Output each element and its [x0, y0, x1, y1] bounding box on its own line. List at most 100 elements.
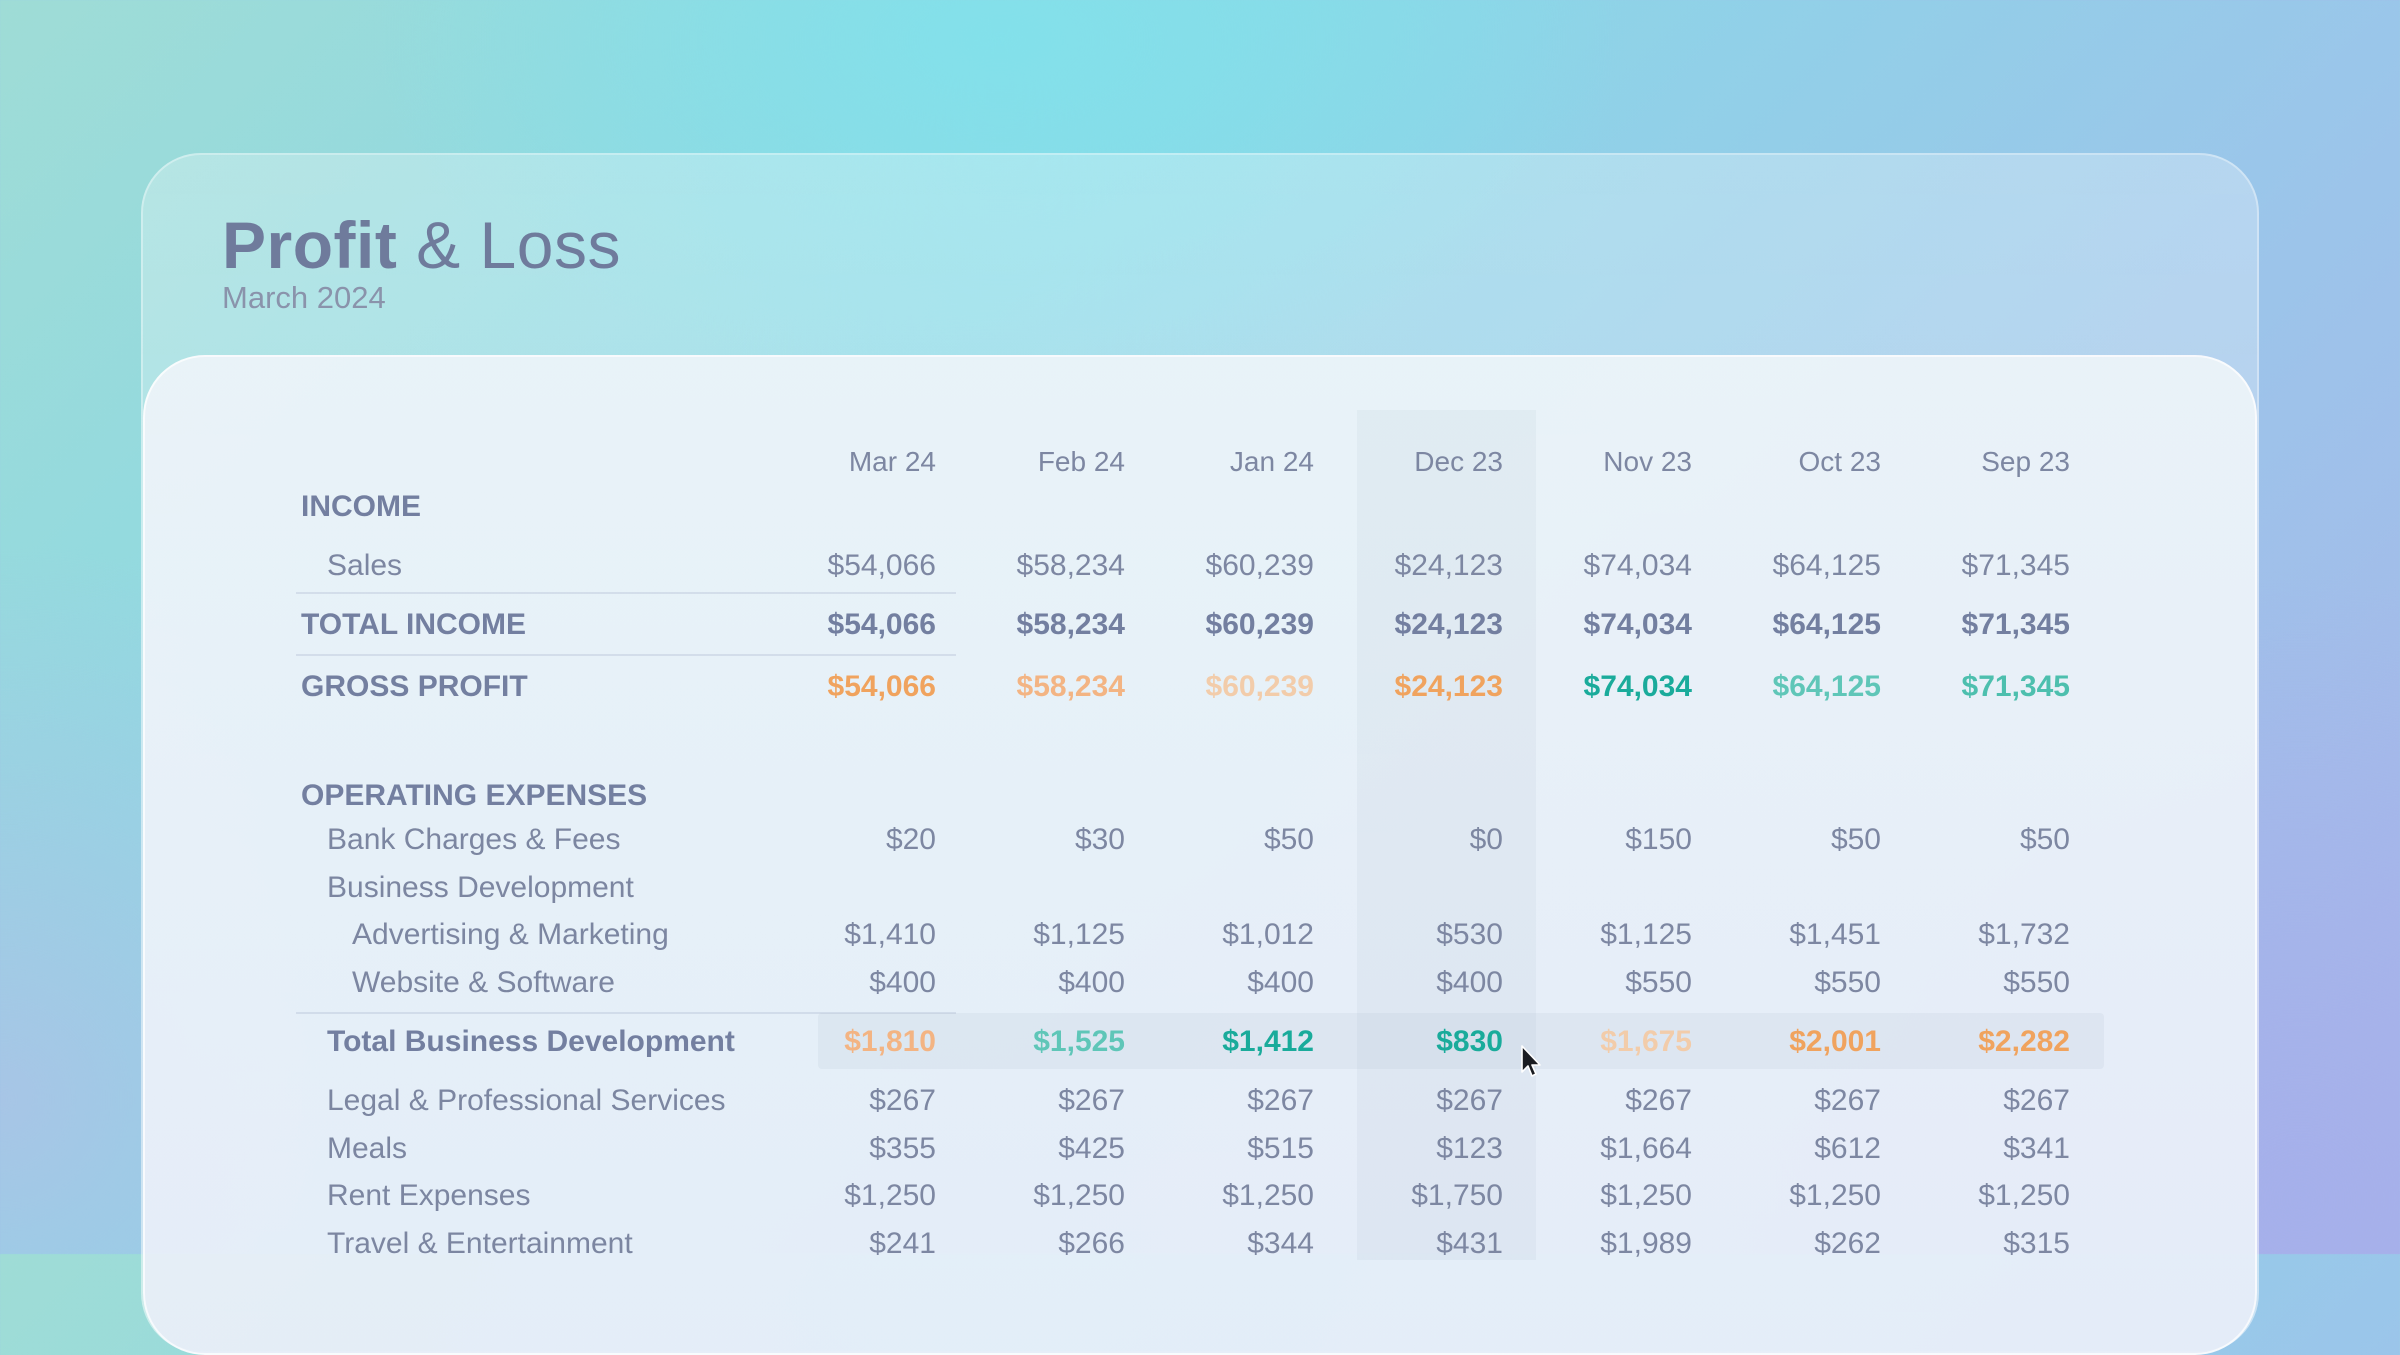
value-cell[interactable]: $830 — [1436, 1025, 1503, 1058]
month-header[interactable]: Oct 23 — [1798, 446, 1881, 477]
row-label-website: Website & Software — [352, 966, 615, 999]
value-cell[interactable]: $267 — [1247, 1084, 1314, 1117]
value-cell[interactable]: $24,123 — [1394, 608, 1503, 641]
month-header[interactable]: Sep 23 — [1981, 446, 2070, 477]
value-cell[interactable]: $1,250 — [1978, 1179, 2070, 1212]
value-cell[interactable]: $71,345 — [1961, 608, 2070, 641]
title-rest: & Loss — [416, 208, 621, 282]
value-cell[interactable]: $1,410 — [844, 918, 936, 951]
value-cell[interactable]: $64,125 — [1772, 670, 1881, 703]
value-cell[interactable]: $24,123 — [1394, 549, 1503, 582]
value-cell[interactable]: $71,345 — [1961, 670, 2070, 703]
value-cell[interactable]: $150 — [1625, 823, 1692, 856]
row-label-advertising: Advertising & Marketing — [352, 918, 669, 951]
value-cell[interactable]: $50 — [1830, 823, 1881, 856]
row-label-bank-charges: Bank Charges & Fees — [327, 823, 621, 856]
value-cell[interactable]: $1,451 — [1789, 918, 1881, 951]
value-cell[interactable]: $400 — [1247, 966, 1314, 999]
value-cell[interactable]: $74,034 — [1583, 608, 1692, 641]
value-cell[interactable]: $60,239 — [1205, 608, 1314, 641]
hovered-column-highlight — [1357, 410, 1536, 1260]
value-cell[interactable]: $550 — [1814, 966, 1881, 999]
value-cell[interactable]: $64,125 — [1772, 549, 1881, 582]
value-cell[interactable]: $267 — [2003, 1084, 2070, 1117]
value-cell[interactable]: $400 — [1058, 966, 1125, 999]
value-cell[interactable]: $74,034 — [1583, 670, 1692, 703]
value-cell[interactable]: $58,234 — [1016, 608, 1125, 641]
value-cell[interactable]: $2,282 — [1978, 1025, 2070, 1058]
value-cell[interactable]: $241 — [869, 1227, 936, 1260]
value-cell[interactable]: $1,250 — [1222, 1179, 1314, 1212]
value-cell[interactable]: $20 — [885, 823, 936, 856]
value-cell[interactable]: $550 — [2003, 966, 2070, 999]
value-cell[interactable]: $30 — [1074, 823, 1125, 856]
month-header[interactable]: Dec 23 — [1414, 446, 1503, 477]
value-cell[interactable]: $64,125 — [1772, 608, 1881, 641]
row-label-travel: Travel & Entertainment — [327, 1227, 633, 1260]
value-cell[interactable]: $266 — [1058, 1227, 1125, 1260]
value-cell[interactable]: $267 — [1625, 1084, 1692, 1117]
value-cell[interactable]: $1,012 — [1222, 918, 1314, 951]
income-heading: INCOME — [301, 490, 421, 523]
value-cell[interactable]: $341 — [2003, 1132, 2070, 1165]
value-cell[interactable]: $50 — [2019, 823, 2070, 856]
row-label-business-development: Business Development — [327, 871, 634, 904]
value-cell[interactable]: $1,732 — [1978, 918, 2070, 951]
value-cell[interactable]: $74,034 — [1583, 549, 1692, 582]
month-header[interactable]: Feb 24 — [1037, 446, 1125, 477]
value-cell[interactable]: $1,412 — [1222, 1025, 1314, 1058]
value-cell[interactable]: $355 — [869, 1132, 936, 1165]
mouse-pointer-icon — [1521, 1045, 1541, 1077]
hovered-row-highlight — [818, 1013, 2104, 1069]
value-cell[interactable]: $425 — [1058, 1132, 1125, 1165]
value-cell[interactable]: $71,345 — [1961, 549, 2070, 582]
value-cell[interactable]: $2,001 — [1789, 1025, 1881, 1058]
value-cell[interactable]: $267 — [1058, 1084, 1125, 1117]
value-cell[interactable]: $58,234 — [1016, 549, 1125, 582]
value-cell[interactable]: $267 — [1436, 1084, 1503, 1117]
divider — [296, 1012, 956, 1014]
value-cell[interactable]: $1,664 — [1600, 1132, 1692, 1165]
value-cell[interactable]: $1,750 — [1411, 1179, 1503, 1212]
month-header[interactable]: Nov 23 — [1603, 446, 1692, 477]
value-cell[interactable]: $515 — [1247, 1132, 1314, 1165]
value-cell[interactable]: $58,234 — [1016, 670, 1125, 703]
value-cell[interactable]: $1,989 — [1600, 1227, 1692, 1260]
value-cell[interactable]: $344 — [1247, 1227, 1314, 1260]
row-label-total-business-development: Total Business Development — [327, 1025, 735, 1058]
row-label-meals: Meals — [327, 1132, 408, 1165]
value-cell[interactable]: $550 — [1625, 966, 1692, 999]
value-cell[interactable]: $54,066 — [827, 670, 936, 703]
value-cell[interactable]: $1,250 — [1789, 1179, 1881, 1212]
month-header[interactable]: Jan 24 — [1229, 446, 1314, 477]
report-period: March 2024 — [222, 280, 386, 315]
value-cell[interactable]: $400 — [1436, 966, 1503, 999]
month-header[interactable]: Mar 24 — [848, 446, 936, 477]
value-cell[interactable]: $24,123 — [1394, 670, 1503, 703]
value-cell[interactable]: $123 — [1436, 1132, 1503, 1165]
value-cell[interactable]: $530 — [1436, 918, 1503, 951]
value-cell[interactable]: $50 — [1263, 823, 1314, 856]
value-cell[interactable]: $1,250 — [844, 1179, 936, 1212]
value-cell[interactable]: $431 — [1436, 1227, 1503, 1260]
value-cell[interactable]: $54,066 — [827, 549, 936, 582]
value-cell[interactable]: $0 — [1469, 823, 1503, 856]
value-cell[interactable]: $400 — [869, 966, 936, 999]
value-cell[interactable]: $1,525 — [1033, 1025, 1125, 1058]
value-cell[interactable]: $1,125 — [1600, 918, 1692, 951]
value-cell[interactable]: $60,239 — [1205, 670, 1314, 703]
value-cell[interactable]: $1,250 — [1600, 1179, 1692, 1212]
value-cell[interactable]: $262 — [1814, 1227, 1881, 1260]
page-title: Profit & Loss — [222, 205, 621, 285]
value-cell[interactable]: $1,250 — [1033, 1179, 1125, 1212]
value-cell[interactable]: $612 — [1814, 1132, 1881, 1165]
value-cell[interactable]: $1,810 — [844, 1025, 936, 1058]
value-cell[interactable]: $1,125 — [1033, 918, 1125, 951]
value-cell[interactable]: $267 — [869, 1084, 936, 1117]
divider — [296, 654, 956, 656]
value-cell[interactable]: $315 — [2003, 1227, 2070, 1260]
value-cell[interactable]: $60,239 — [1205, 549, 1314, 582]
value-cell[interactable]: $267 — [1814, 1084, 1881, 1117]
value-cell[interactable]: $1,675 — [1600, 1025, 1692, 1058]
value-cell[interactable]: $54,066 — [827, 608, 936, 641]
